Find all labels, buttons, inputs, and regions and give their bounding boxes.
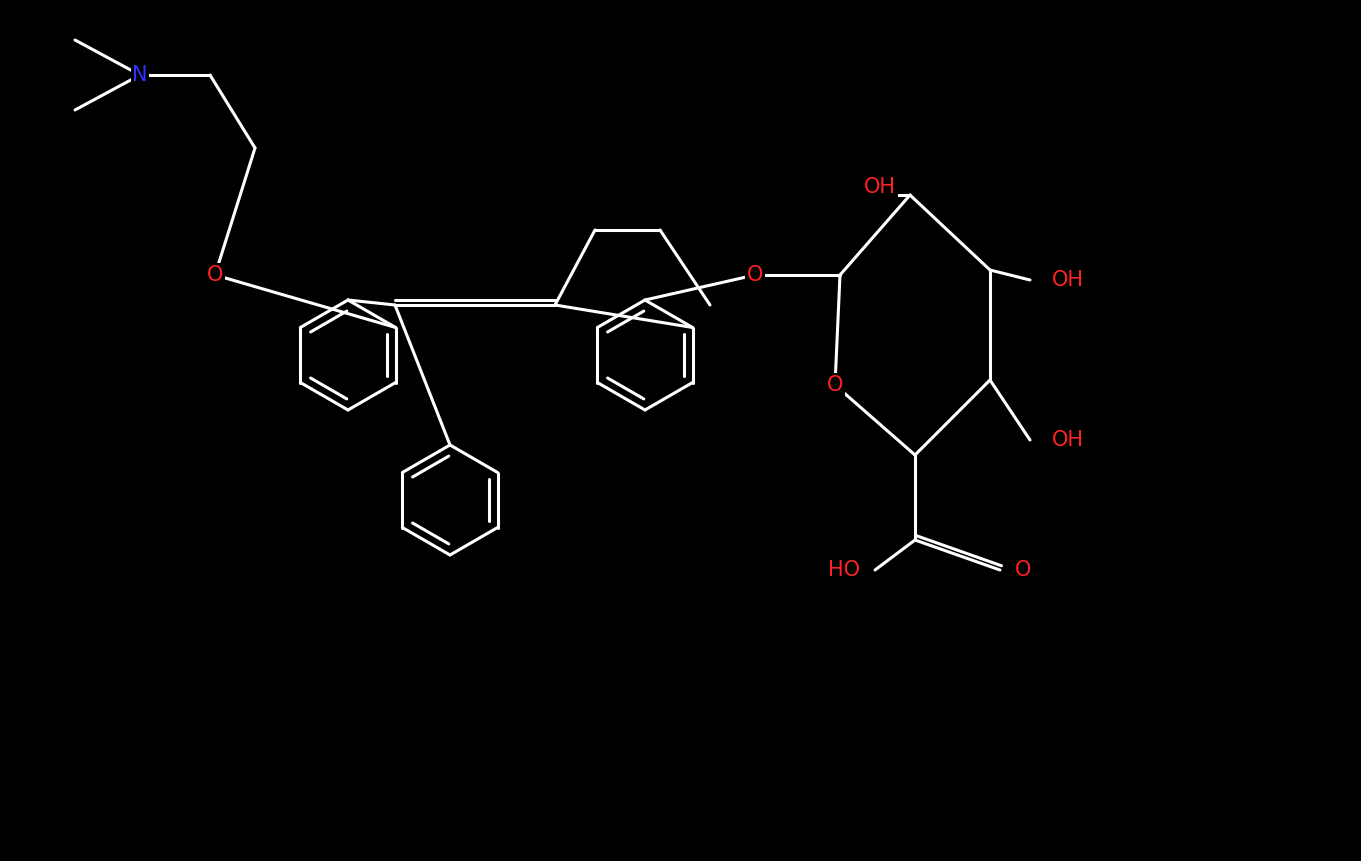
Text: O: O — [747, 265, 764, 285]
Text: OH: OH — [1052, 270, 1083, 290]
Text: N: N — [132, 65, 148, 85]
Text: OH: OH — [1052, 430, 1083, 450]
Text: HO: HO — [827, 560, 860, 580]
Text: O: O — [1015, 560, 1032, 580]
Text: O: O — [207, 265, 223, 285]
Text: OH: OH — [864, 177, 896, 197]
Text: O: O — [827, 375, 844, 395]
